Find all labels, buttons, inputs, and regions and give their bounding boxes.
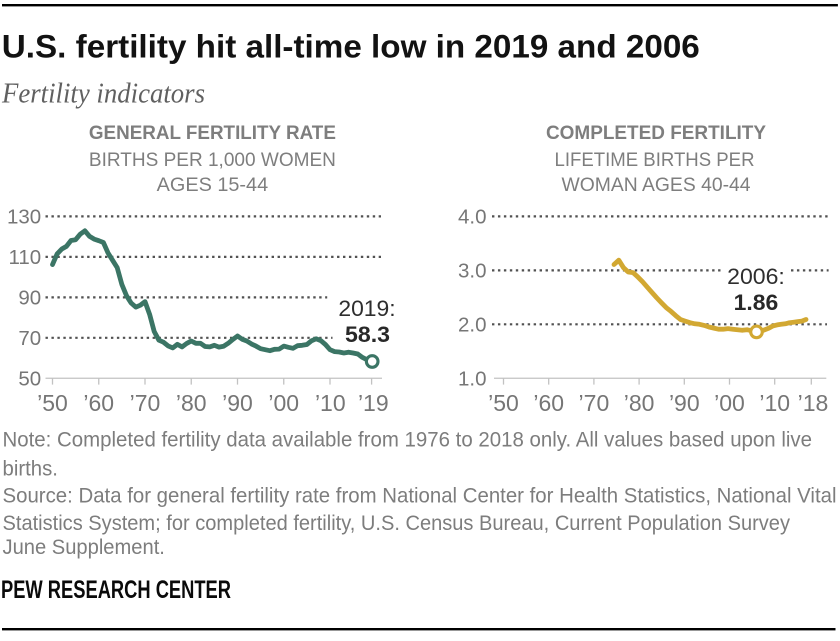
- svg-text:’70: ’70: [130, 390, 161, 416]
- svg-text:’90: ’90: [222, 390, 253, 416]
- svg-text:COMPLETED FERTILITY: COMPLETED FERTILITY: [546, 122, 766, 144]
- svg-text:LIFETIME BIRTHS PER: LIFETIME BIRTHS PER: [555, 150, 755, 171]
- svg-text:1.0: 1.0: [458, 367, 487, 390]
- svg-text:’00: ’00: [268, 390, 299, 416]
- svg-text:2006:: 2006:: [727, 264, 785, 289]
- svg-text:Statistics System; for complet: Statistics System; for completed fertili…: [3, 512, 791, 535]
- svg-text:PEW RESEARCH CENTER: PEW RESEARCH CENTER: [1, 576, 231, 604]
- svg-text:90: 90: [18, 287, 41, 310]
- svg-text:110: 110: [9, 246, 42, 269]
- svg-text:’70: ’70: [579, 390, 610, 416]
- svg-text:Fertility indicators: Fertility indicators: [1, 79, 205, 110]
- svg-text:130: 130: [7, 206, 41, 229]
- svg-text:4.0: 4.0: [458, 206, 487, 229]
- svg-text:Note: Completed fertility data: Note: Completed fertility data available…: [3, 429, 813, 452]
- svg-text:’60: ’60: [533, 390, 564, 416]
- svg-text:50: 50: [18, 367, 41, 390]
- svg-text:2.0: 2.0: [458, 313, 487, 336]
- svg-text:’50: ’50: [488, 390, 519, 416]
- svg-text:U.S. fertility hit all-time lo: U.S. fertility hit all-time low in 2019 …: [2, 29, 700, 65]
- svg-text:1.86: 1.86: [734, 290, 779, 315]
- svg-text:’19: ’19: [358, 390, 389, 416]
- svg-text:3.0: 3.0: [458, 260, 487, 283]
- svg-text:70: 70: [18, 327, 41, 350]
- svg-text:GENERAL FERTILITY RATE: GENERAL FERTILITY RATE: [89, 122, 336, 144]
- svg-text:’18: ’18: [798, 390, 829, 416]
- svg-text:June Supplement.: June Supplement.: [3, 536, 165, 559]
- svg-text:BIRTHS PER 1,000 WOMEN: BIRTHS PER 1,000 WOMEN: [89, 150, 336, 171]
- svg-text:’60: ’60: [83, 390, 114, 416]
- svg-text:58.3: 58.3: [345, 322, 390, 347]
- svg-text:’90: ’90: [669, 390, 700, 416]
- svg-text:WOMAN AGES 40-44: WOMAN AGES 40-44: [562, 175, 751, 196]
- svg-text:Source: Data for general ferti: Source: Data for general fertility rate …: [3, 484, 837, 507]
- svg-text:births.: births.: [3, 457, 58, 480]
- svg-text:’00: ’00: [714, 390, 745, 416]
- svg-text:2019:: 2019:: [338, 296, 395, 321]
- svg-text:’80: ’80: [176, 390, 207, 416]
- svg-text:AGES 15-44: AGES 15-44: [157, 175, 269, 196]
- svg-text:’10: ’10: [315, 390, 346, 416]
- svg-text:’80: ’80: [624, 390, 655, 416]
- svg-text:’10: ’10: [759, 390, 790, 416]
- svg-text:’50: ’50: [37, 390, 68, 416]
